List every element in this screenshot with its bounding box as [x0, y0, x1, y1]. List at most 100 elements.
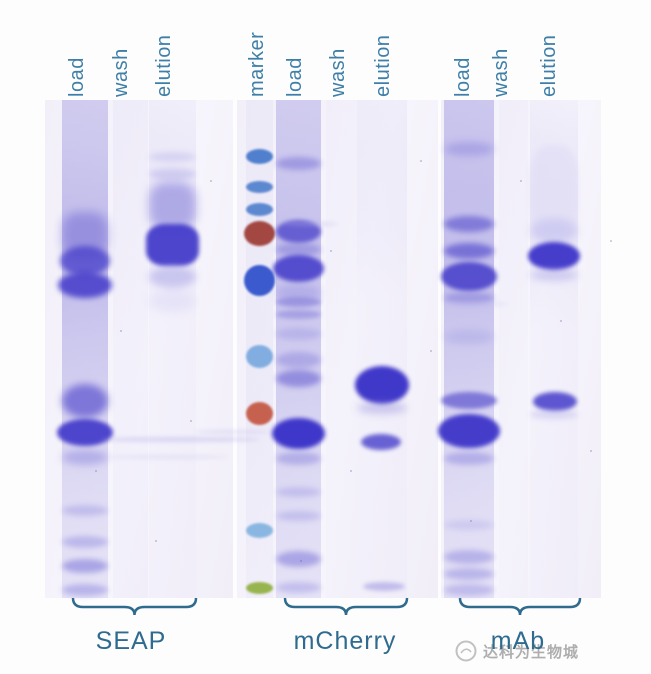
- group-brace-mAb: [458, 596, 582, 616]
- group-label-mCherry: mCherry: [293, 627, 397, 655]
- marker-band: [246, 203, 273, 216]
- watermark: 达科为生物城: [455, 640, 579, 662]
- marker-band: [246, 345, 273, 368]
- marker-band: [246, 402, 273, 425]
- protein-band: [62, 450, 108, 465]
- protein-band: [444, 520, 494, 530]
- protein-band: [62, 584, 108, 596]
- gel-speckle: [330, 250, 332, 252]
- protein-band: [58, 272, 112, 298]
- protein-band: [444, 550, 494, 564]
- protein-band: [276, 328, 321, 340]
- protein-band: [272, 418, 325, 449]
- gel-lane-seap-elution: [146, 100, 199, 598]
- protein-band: [276, 297, 321, 307]
- gel-lane-marker: [244, 100, 275, 598]
- gel-speckle: [520, 180, 522, 182]
- protein-band: [276, 487, 321, 497]
- protein-band: [276, 511, 321, 521]
- protein-band: [438, 414, 500, 448]
- protein-band: [530, 145, 578, 240]
- gel-speckle: [95, 470, 97, 472]
- lane-label-elution: elution: [153, 34, 175, 97]
- protein-band: [149, 182, 196, 230]
- protein-band: [62, 559, 108, 573]
- lane-label-load: load: [284, 57, 306, 97]
- gel-speckle: [210, 180, 212, 182]
- group-brace-SEAP: [71, 596, 198, 616]
- lane-label-wash: wash: [327, 48, 349, 97]
- protein-band: [276, 452, 321, 465]
- protein-band: [276, 243, 321, 256]
- group-brace-mCherry: [283, 596, 409, 616]
- protein-band: [444, 568, 494, 580]
- marker-band: [244, 221, 275, 246]
- protein-band: [530, 410, 578, 419]
- gel-speckle: [420, 160, 422, 162]
- protein-band: [444, 452, 494, 465]
- protein-band: [276, 157, 321, 170]
- gel-speckle: [560, 320, 562, 322]
- protein-band: [533, 392, 577, 411]
- lane-label-load: load: [452, 57, 474, 97]
- protein-band: [357, 402, 407, 414]
- gel-streak: [195, 430, 270, 434]
- gel-lane-seap-wash: [113, 100, 148, 598]
- marker-band: [246, 523, 273, 538]
- protein-band: [355, 366, 409, 404]
- gel-lane-seap-load: [57, 100, 113, 598]
- protein-band: [444, 292, 494, 304]
- marker-band: [244, 265, 275, 296]
- gel-streak: [108, 455, 228, 459]
- marker-band: [246, 582, 273, 594]
- protein-band: [149, 266, 196, 288]
- gel-speckle: [300, 560, 302, 562]
- gel-lane-mab-load: [438, 100, 500, 598]
- gel-speckle: [120, 330, 122, 332]
- gel-lane-mcherry-elution: [355, 100, 409, 598]
- gel-lane-mcherry-wash: [326, 100, 357, 598]
- protein-band: [276, 582, 321, 593]
- gel-lane-mab-wash: [499, 100, 528, 598]
- protein-band: [276, 310, 321, 319]
- protein-band: [146, 224, 199, 266]
- protein-band: [444, 584, 494, 596]
- lane-label-load: load: [66, 57, 88, 97]
- protein-band: [361, 434, 401, 450]
- protein-band: [276, 370, 321, 387]
- protein-band: [444, 142, 494, 156]
- protein-band: [530, 269, 578, 281]
- protein-band: [273, 255, 324, 282]
- group-label-SEAP: SEAP: [95, 627, 167, 655]
- lane-label-wash: wash: [490, 48, 512, 97]
- lane-label-marker: marker: [246, 31, 268, 97]
- watermark-text: 达科为生物城: [483, 643, 580, 661]
- lane-label-wash: wash: [110, 48, 132, 97]
- gel-speckle: [610, 240, 612, 242]
- protein-band: [444, 330, 494, 344]
- marker-band: [246, 149, 273, 164]
- protein-band: [62, 505, 108, 516]
- gel-streak: [100, 437, 260, 442]
- protein-band: [60, 246, 110, 276]
- protein-band: [528, 242, 580, 270]
- gel-streak: [283, 222, 338, 226]
- watermark-logo-icon: [455, 640, 477, 662]
- protein-band: [57, 419, 113, 446]
- protein-band: [441, 262, 497, 291]
- gel-speckle: [350, 470, 352, 472]
- lane-label-elution: elution: [372, 34, 394, 97]
- gel-lane-mcherry-load: [272, 100, 325, 598]
- protein-band: [444, 243, 494, 259]
- protein-band: [441, 392, 497, 409]
- protein-band: [149, 290, 196, 312]
- protein-band: [149, 152, 196, 162]
- gel-speckle: [470, 520, 472, 522]
- gel-speckle: [190, 420, 192, 422]
- gel-panel-1: [45, 100, 233, 598]
- protein-band: [276, 220, 321, 243]
- gel-speckle: [590, 450, 592, 452]
- protein-band: [276, 551, 321, 567]
- protein-band: [62, 384, 108, 418]
- gel-streak: [448, 302, 508, 306]
